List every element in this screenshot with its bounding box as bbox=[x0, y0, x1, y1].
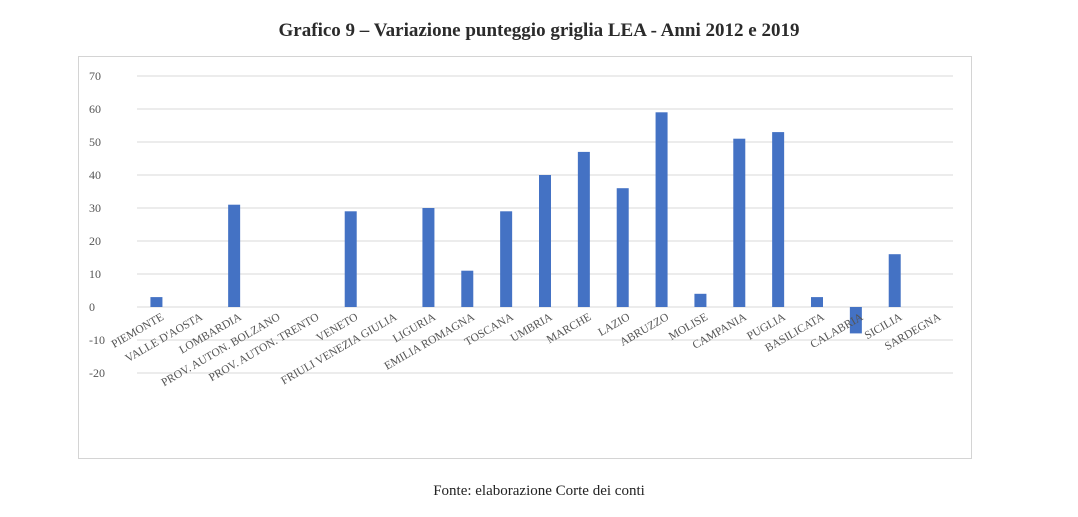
bar-abruzzo bbox=[655, 112, 668, 307]
y-tick-label: 50 bbox=[89, 135, 101, 149]
bar-piemonte bbox=[150, 297, 163, 307]
y-tick-label: 60 bbox=[89, 102, 101, 116]
y-tick-label: 10 bbox=[89, 267, 101, 281]
bar-toscana bbox=[500, 211, 513, 307]
y-tick-label: 20 bbox=[89, 234, 101, 248]
bar-marche bbox=[577, 151, 590, 307]
chart-area: -20 -10 0 10 20 30 40 50 60 70 PIEMONTE VALLE D'AOS… bbox=[78, 56, 972, 459]
source-note: Fonte: elaborazione Corte dei conti bbox=[433, 483, 645, 499]
bar-molise bbox=[694, 293, 707, 307]
bar-puglia bbox=[772, 132, 785, 307]
bar-emilia-romagna bbox=[461, 270, 474, 307]
y-tick-label: 70 bbox=[89, 69, 101, 83]
bar-calabria bbox=[849, 307, 862, 334]
y-tick-label: 0 bbox=[89, 300, 95, 314]
bar-campania bbox=[733, 138, 746, 307]
bar-lombardia bbox=[228, 204, 241, 307]
x-tick-label: MARCHE bbox=[545, 311, 594, 346]
y-tick-label: -10 bbox=[89, 333, 105, 347]
bar-sicilia bbox=[888, 254, 901, 307]
y-tick-label: 30 bbox=[89, 201, 101, 215]
y-tick-label: -20 bbox=[89, 366, 105, 380]
chart-title: Grafico 9 – Variazione punteggio griglia… bbox=[278, 20, 800, 41]
bar-liguria bbox=[422, 208, 435, 307]
bar-basilicata bbox=[811, 297, 823, 307]
bar-lazio bbox=[616, 188, 629, 307]
y-tick-label: 40 bbox=[89, 168, 101, 182]
bar-veneto bbox=[344, 211, 357, 307]
bar-umbria bbox=[539, 175, 551, 307]
